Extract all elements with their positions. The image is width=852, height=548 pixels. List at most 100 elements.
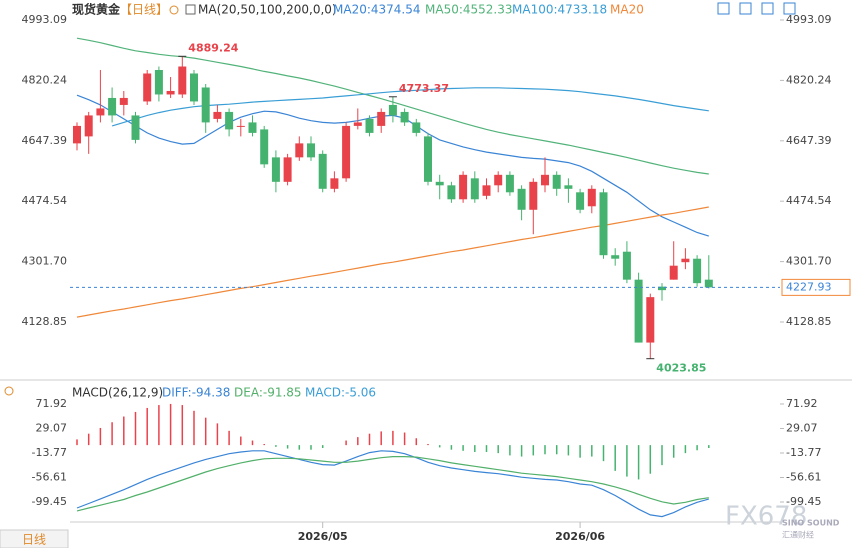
candle-body bbox=[166, 90, 175, 95]
candle-body bbox=[295, 143, 304, 158]
candle-body bbox=[225, 111, 234, 130]
candle-body bbox=[73, 125, 81, 144]
y-tick-label: 4993.09 bbox=[22, 13, 68, 26]
candle-body bbox=[482, 185, 491, 196]
candle-body bbox=[517, 188, 526, 210]
candle-body bbox=[119, 97, 128, 105]
brand: SINO SOUND bbox=[782, 519, 840, 528]
candle-body bbox=[459, 174, 468, 200]
macd-line bbox=[76, 456, 709, 512]
y-tick-label-right: 29.07 bbox=[786, 421, 818, 434]
current-price-box bbox=[781, 278, 851, 296]
button[interactable] bbox=[739, 2, 752, 15]
candle-body bbox=[318, 153, 327, 189]
y-tick-label-right: 4647.39 bbox=[786, 134, 832, 147]
candle-body bbox=[681, 258, 690, 263]
legend-entry: DIFF:-94.38 bbox=[162, 386, 230, 400]
button[interactable] bbox=[783, 2, 796, 15]
x-tick-label: 2026/05 bbox=[298, 530, 348, 543]
candle-body bbox=[412, 122, 421, 133]
candle-body bbox=[552, 174, 561, 189]
candle-body bbox=[576, 192, 585, 210]
candle-body bbox=[154, 69, 163, 95]
candle-body bbox=[236, 125, 245, 127]
period: 【日线】 bbox=[120, 3, 168, 17]
candle-body bbox=[213, 111, 222, 119]
y-tick-label-right: 4128.85 bbox=[786, 315, 832, 328]
candle-body bbox=[435, 181, 444, 186]
candle-body bbox=[84, 115, 93, 137]
candle-body bbox=[646, 297, 655, 343]
candle-body bbox=[587, 188, 596, 207]
candle-body bbox=[283, 157, 292, 182]
candle-body bbox=[365, 118, 374, 133]
legend-entry: MA20:4374.54 bbox=[333, 3, 421, 17]
candle-body bbox=[178, 66, 187, 95]
extreme-label: 4889.24 bbox=[188, 41, 238, 54]
ma-line bbox=[111, 87, 709, 127]
macd-settings-icon[interactable] bbox=[4, 386, 14, 396]
candle-body bbox=[307, 143, 315, 158]
candle-body bbox=[693, 258, 702, 284]
y-tick-label: -13.77 bbox=[32, 446, 67, 459]
legend-title: MACD(26,12,9) bbox=[72, 386, 163, 400]
candle-body bbox=[190, 73, 198, 102]
legend-title: MA(20,50,100,200,0,0) bbox=[198, 3, 337, 17]
button[interactable] bbox=[717, 2, 730, 15]
legend-entry: DEA:-91.85 bbox=[234, 386, 302, 400]
candle-body bbox=[342, 125, 351, 179]
candle-body bbox=[353, 122, 362, 126]
y-tick-label: 4820.24 bbox=[22, 73, 68, 86]
y-tick-label-right: 4820.24 bbox=[786, 73, 832, 86]
candle-body bbox=[704, 279, 713, 288]
current-price-label: 4227.93 bbox=[786, 280, 832, 293]
ma-icon[interactable] bbox=[185, 4, 196, 15]
candle-body bbox=[669, 265, 678, 280]
candle-body bbox=[108, 97, 117, 116]
legend-entry: MA50:4552.33 bbox=[425, 3, 513, 17]
logo: FX678 bbox=[725, 502, 807, 532]
candle-body bbox=[201, 87, 210, 123]
legend-entry: MA100:4733.18 bbox=[512, 3, 607, 17]
y-tick-label-right: -99.45 bbox=[786, 495, 821, 508]
candle-body bbox=[658, 286, 666, 291]
candle-body bbox=[634, 279, 643, 343]
y-tick-label: 4474.54 bbox=[22, 194, 68, 207]
candle-body bbox=[377, 111, 386, 126]
candle-body bbox=[131, 115, 140, 140]
candle-body bbox=[96, 108, 105, 116]
candle-body bbox=[470, 178, 479, 200]
y-tick-label-right: -56.61 bbox=[786, 471, 821, 484]
candle-body bbox=[529, 181, 538, 210]
y-tick-label: 4301.70 bbox=[22, 255, 68, 268]
candle-body bbox=[447, 185, 456, 200]
candle-body bbox=[143, 73, 152, 102]
y-tick-label: 71.92 bbox=[36, 397, 68, 410]
y-tick-label: -99.45 bbox=[32, 495, 67, 508]
period-button-label[interactable]: 日线 bbox=[22, 533, 46, 547]
brand-cn: 汇通财经 bbox=[782, 530, 814, 540]
candle-body bbox=[505, 174, 514, 193]
candle-body bbox=[564, 185, 573, 189]
legend-entry: MA20 bbox=[610, 3, 644, 17]
window-buttons bbox=[717, 2, 796, 15]
y-tick-label-right: 4474.54 bbox=[786, 194, 832, 207]
settings-icon[interactable] bbox=[169, 5, 179, 15]
macd-line bbox=[76, 450, 709, 518]
y-tick-label-right: 71.92 bbox=[786, 397, 818, 410]
candle-body bbox=[330, 178, 339, 189]
period-button[interactable] bbox=[0, 529, 69, 548]
button[interactable] bbox=[761, 2, 774, 15]
y-tick-label: -56.61 bbox=[32, 471, 67, 484]
candle-body bbox=[599, 192, 608, 256]
y-tick-label: 29.07 bbox=[36, 421, 68, 434]
candle-body bbox=[388, 104, 397, 116]
candle-body bbox=[611, 255, 620, 259]
candle-body bbox=[248, 122, 257, 133]
candle-body bbox=[424, 136, 432, 182]
legend-entry: MACD:-5.06 bbox=[305, 386, 376, 400]
y-tick-label-right: 4301.70 bbox=[786, 255, 832, 268]
extreme-label: 4773.37 bbox=[399, 82, 449, 95]
